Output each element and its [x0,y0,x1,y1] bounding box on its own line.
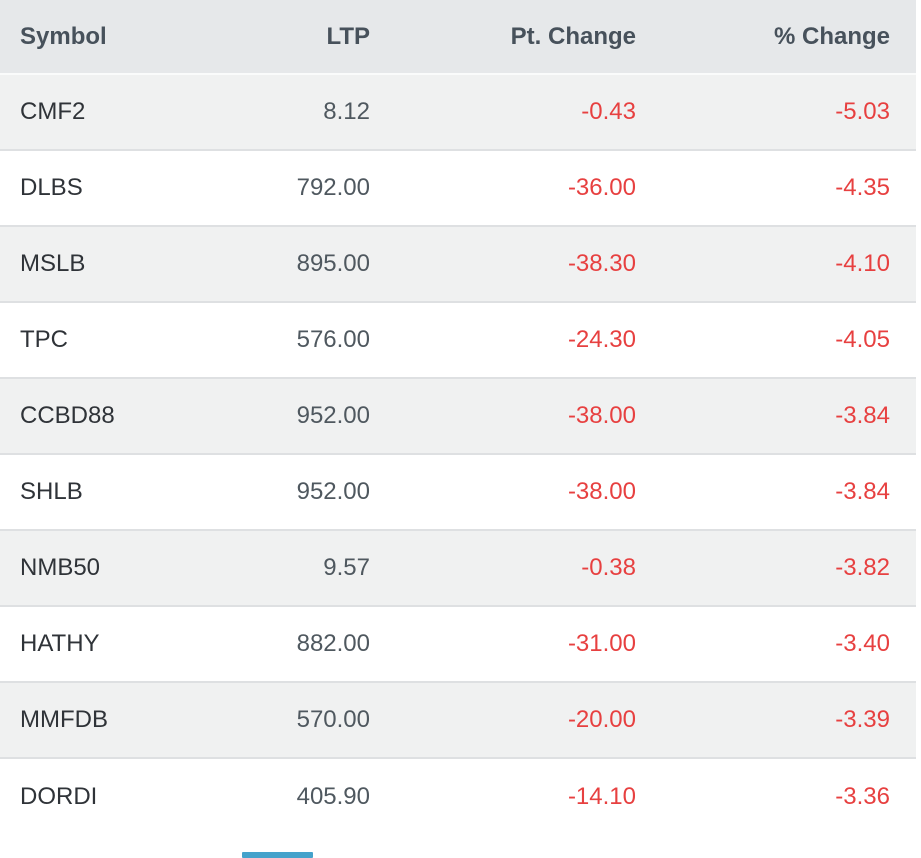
ltp-cell: 8.12 [190,74,370,151]
table-row[interactable]: TPC 576.00 -24.30 -4.05 [0,302,916,379]
pt-change-cell: -24.30 [370,302,636,379]
table-row[interactable]: NMB50 9.57 -0.38 -3.82 [0,530,916,607]
load-more-button-partial[interactable] [242,852,313,858]
table-row[interactable]: DLBS 792.00 -36.00 -4.35 [0,150,916,227]
ltp-cell: 570.00 [190,682,370,759]
ltp-cell: 952.00 [190,378,370,455]
pt-change-cell: -38.30 [370,226,636,303]
ltp-cell: 9.57 [190,530,370,607]
symbol-cell[interactable]: MSLB [0,226,190,303]
pct-change-cell: -3.84 [636,454,916,531]
pct-change-cell: -5.03 [636,74,916,151]
table-row[interactable]: HATHY 882.00 -31.00 -3.40 [0,606,916,683]
pct-change-cell: -4.35 [636,150,916,227]
ltp-cell: 952.00 [190,454,370,531]
symbol-cell[interactable]: NMB50 [0,530,190,607]
symbol-cell[interactable]: SHLB [0,454,190,531]
ltp-cell: 576.00 [190,302,370,379]
ltp-cell: 895.00 [190,226,370,303]
pct-change-cell: -3.36 [835,782,890,810]
symbol-cell[interactable]: CMF2 [0,74,190,151]
pt-change-cell: -14.10 [567,782,636,810]
pt-change-cell: -36.00 [370,150,636,227]
pt-change-cell: -20.00 [370,682,636,759]
column-header-symbol: Symbol [0,0,190,75]
pct-change-cell: -3.82 [636,530,916,607]
pt-change-cell: -38.00 [370,454,636,531]
table-body: CMF2 8.12 -0.43 -5.03 DLBS 792.00 -36.00… [0,74,916,834]
ltp-cell: 882.00 [190,606,370,683]
symbol-cell[interactable]: CCBD88 [0,378,190,455]
symbol-cell[interactable]: MMFDB [0,682,190,759]
table-row[interactable]: CMF2 8.12 -0.43 -5.03 [0,74,916,151]
column-header-ltp: LTP [190,0,370,75]
table-row[interactable]: SHLB 952.00 -38.00 -3.84 [0,454,916,531]
pct-change-cell: -3.84 [636,378,916,455]
losers-table: Symbol LTP Pt. Change % Change CMF2 8.12… [0,0,916,834]
pt-change-cell: -31.00 [370,606,636,683]
column-header-pct-change: % Change [636,0,916,75]
pct-change-cell: -3.39 [636,682,916,759]
symbol-cell[interactable]: TPC [0,302,190,379]
ltp-cell: 792.00 [190,150,370,227]
symbol-cell[interactable]: DLBS [0,150,190,227]
table-row[interactable]: MSLB 895.00 -38.30 -4.10 [0,226,916,303]
pct-change-cell: -4.05 [636,302,916,379]
symbol-cell[interactable]: HATHY [0,606,190,683]
pct-change-cell: -4.10 [636,226,916,303]
table-row[interactable]: DORDI 405.90 -14.10 -3.36 [0,758,916,834]
pt-change-cell: -0.38 [370,530,636,607]
symbol-cell[interactable]: DORDI [20,782,98,810]
pt-change-cell: -38.00 [370,378,636,455]
table-header: Symbol LTP Pt. Change % Change [0,0,916,75]
column-header-pt-change: Pt. Change [370,0,636,75]
pt-change-cell: -0.43 [370,74,636,151]
table-row[interactable]: CCBD88 952.00 -38.00 -3.84 [0,378,916,455]
table-row[interactable]: MMFDB 570.00 -20.00 -3.39 [0,682,916,759]
pct-change-cell: -3.40 [636,606,916,683]
table-header-row: Symbol LTP Pt. Change % Change [0,0,916,75]
ltp-cell: 405.90 [296,782,370,810]
